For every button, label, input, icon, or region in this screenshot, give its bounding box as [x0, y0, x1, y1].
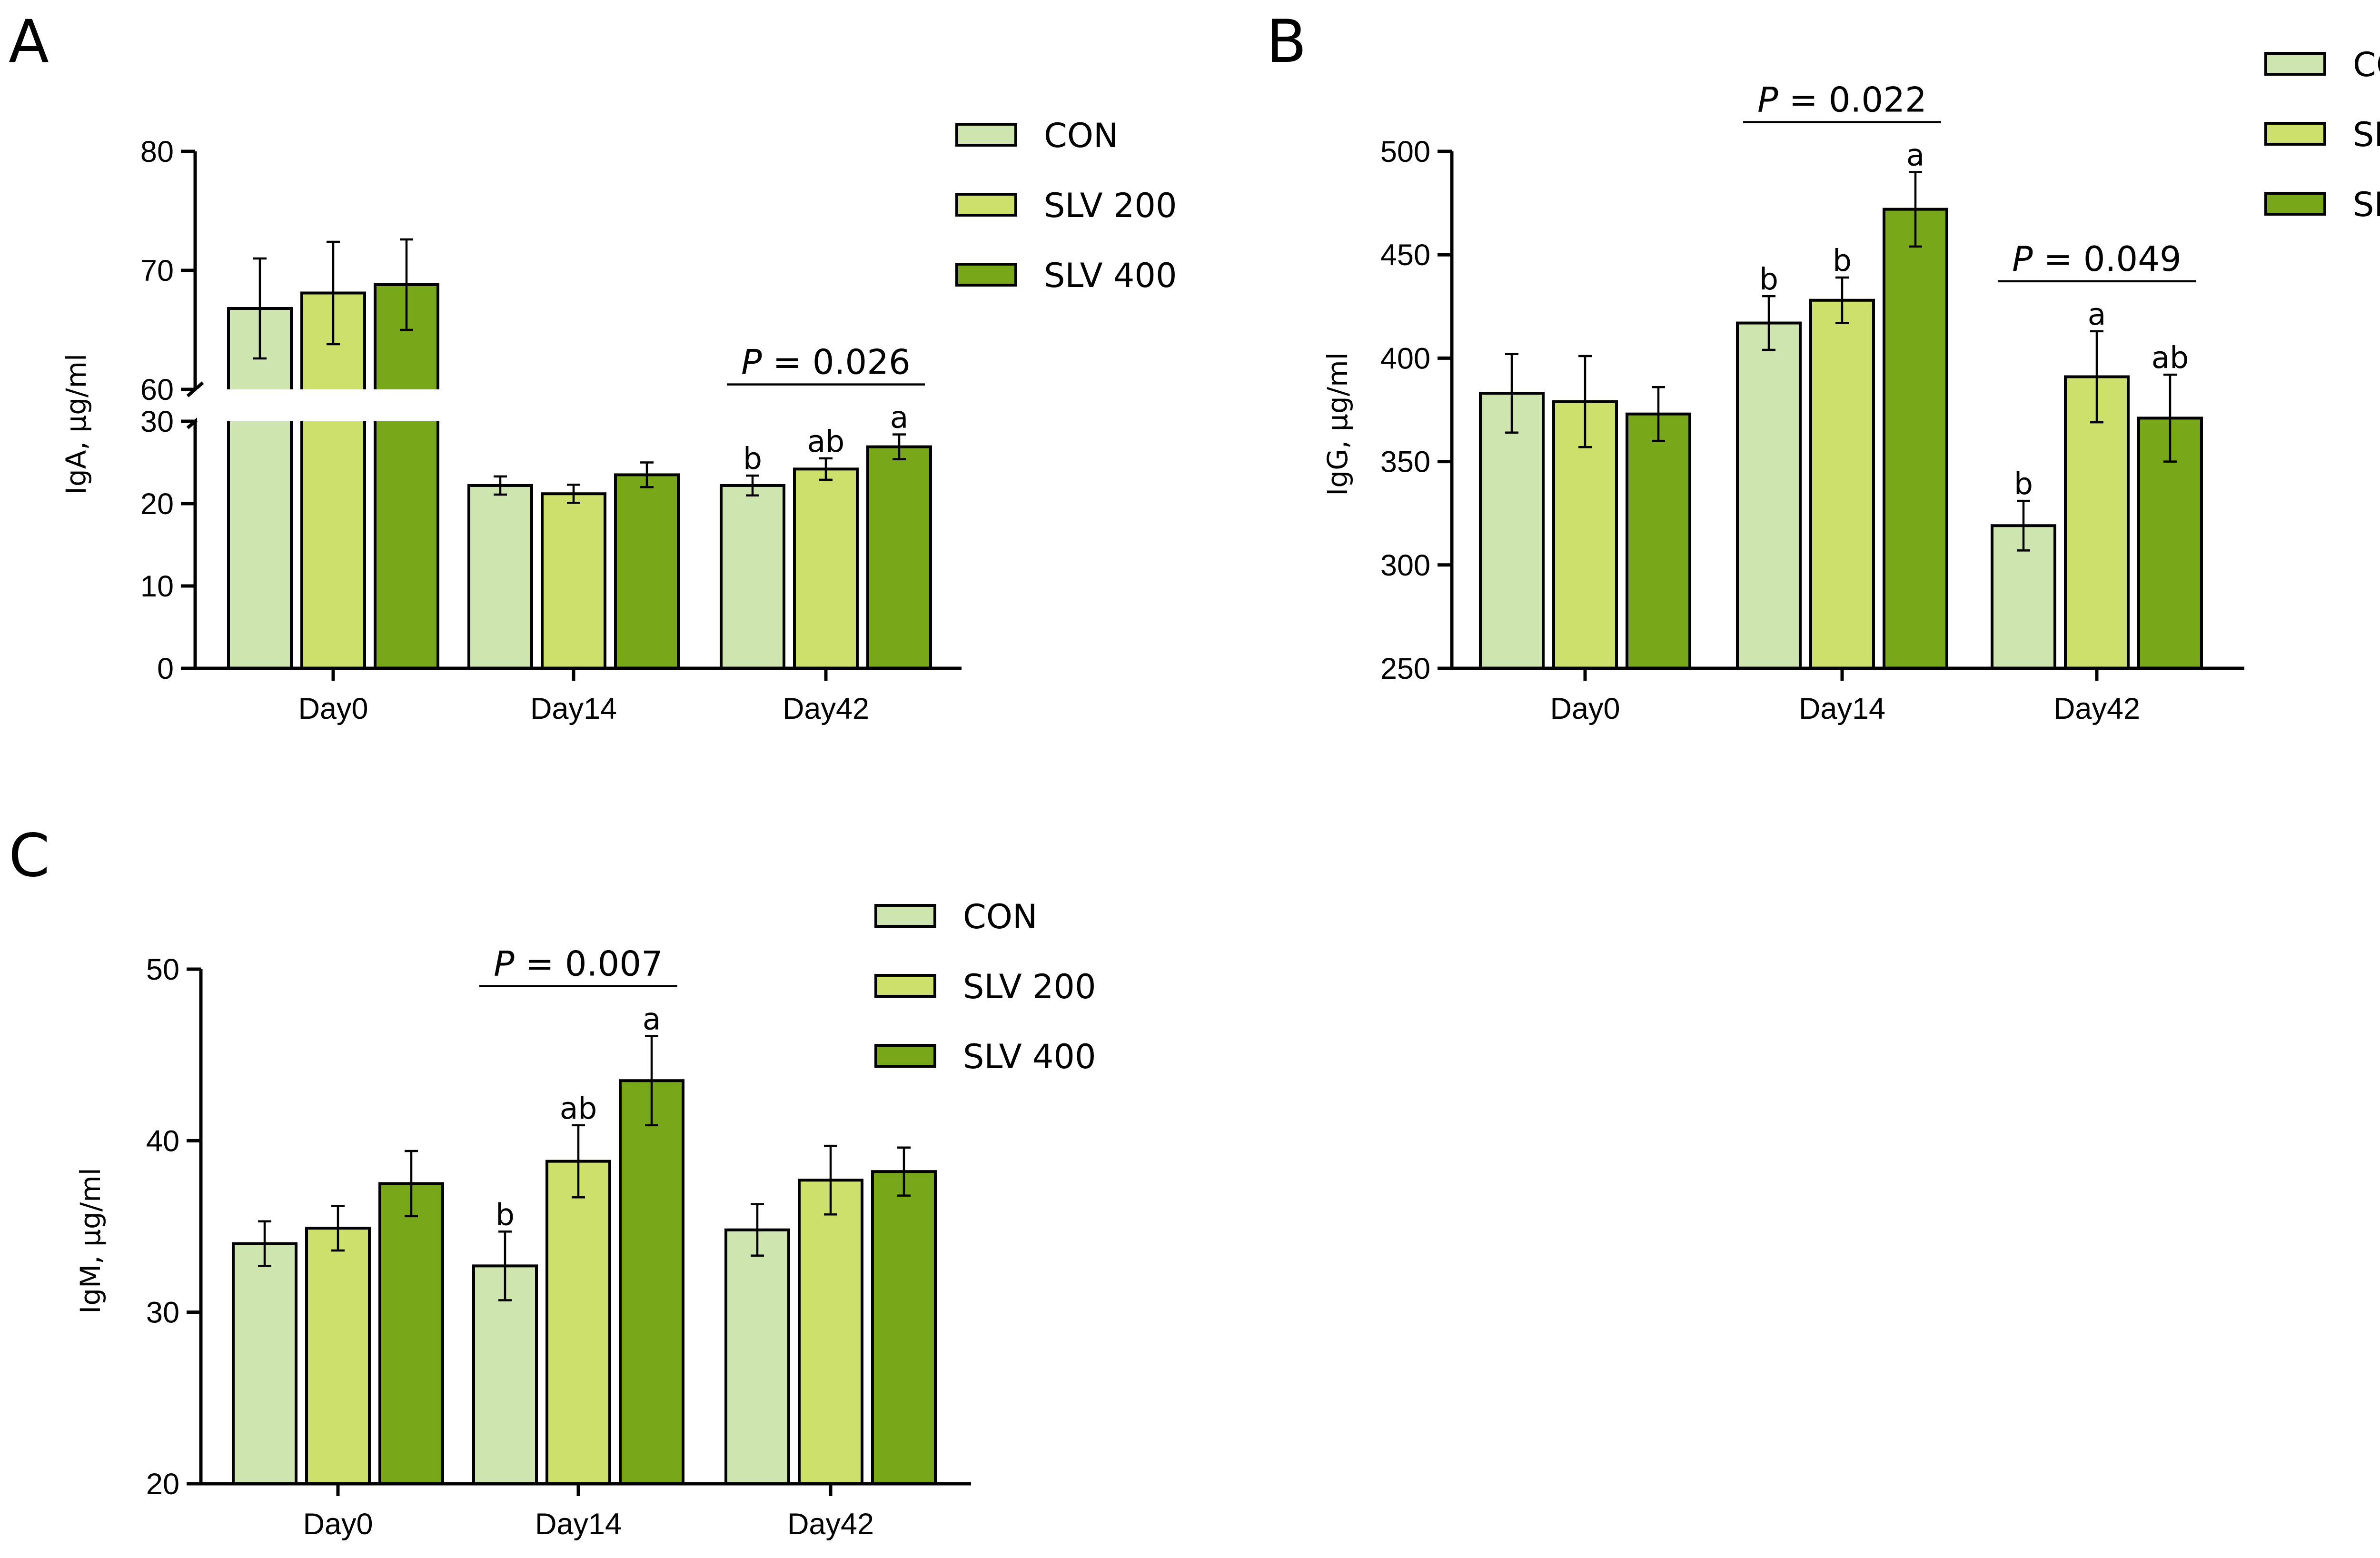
- legend-label: SLV 200: [2353, 115, 2380, 154]
- bar-con-day14: [472, 1264, 538, 1486]
- legend-swatch-slv-400: [955, 263, 1017, 287]
- legend-label: SLV 400: [2353, 185, 2380, 224]
- bar-slv-200-day0: [305, 1227, 371, 1485]
- bar-slv-400-day14: [619, 1079, 684, 1485]
- panel-c: C 20 30 40 50 IgM, μg/ml Day0 Day14 Day42 b ab a P =…: [9, 822, 1096, 1541]
- significance-letter: ab: [807, 424, 845, 459]
- y-axis-title: IgM, μg/ml: [74, 1168, 107, 1314]
- y-axis-title: IgG, μg/ml: [1321, 352, 1354, 496]
- legend-swatch-con: [874, 904, 936, 928]
- significance-letter: ab: [560, 1091, 597, 1126]
- y-tick-label: 80: [140, 135, 174, 169]
- bar-slv-400-day0: [1626, 412, 1691, 670]
- bar-slv-400-day42: [866, 445, 932, 670]
- y-tick-label: 60: [140, 373, 174, 407]
- y-tick-label: 0: [157, 652, 174, 685]
- p-value-label: P = 0.049: [2012, 239, 2182, 279]
- significance-letter: ab: [2152, 340, 2189, 375]
- significance-letter: a: [2088, 297, 2106, 332]
- p-value-label: P = 0.026: [741, 342, 911, 382]
- x-category-label: Day42: [2053, 692, 2140, 725]
- bar-con-day14: [1736, 321, 1802, 670]
- significance-letter: b: [1833, 243, 1852, 278]
- bar-con-day42: [720, 484, 785, 670]
- p-value-label: P = 0.007: [494, 944, 663, 984]
- y-tick-label: 30: [140, 405, 174, 438]
- p-value-label: P = 0.022: [1757, 79, 1927, 119]
- y-tick-label: 500: [1380, 135, 1430, 169]
- legend-swatch-slv-400: [874, 1044, 936, 1068]
- x-category-label: Day14: [535, 1508, 622, 1541]
- y-tick-label: 70: [140, 254, 174, 288]
- y-tick-label: 250: [1380, 652, 1430, 685]
- bar-con-day14: [467, 484, 533, 670]
- legend-label: SLV 200: [1044, 186, 1177, 225]
- y-tick-label: 50: [146, 953, 179, 986]
- x-category-label: Day14: [1799, 692, 1885, 725]
- axis-break-gap: [197, 389, 597, 421]
- significance-letter: a: [890, 400, 909, 435]
- bar-slv-200-day14: [1809, 298, 1875, 670]
- bar-con-day42: [724, 1228, 790, 1486]
- bar-slv-400-day42: [871, 1170, 937, 1485]
- bar-slv-400-day14: [1883, 208, 1948, 670]
- bar-slv-200-day14: [545, 1160, 611, 1485]
- bar-con-day0: [227, 307, 293, 670]
- legend-label: SLV 400: [963, 1037, 1096, 1076]
- panel-letter: B: [1266, 8, 1307, 76]
- panel-letter: C: [9, 822, 50, 890]
- legend-label: SLV 200: [963, 967, 1096, 1006]
- legend-swatch-slv-200: [955, 193, 1017, 217]
- legend-label: CON: [963, 897, 1037, 936]
- bar-slv-200-day42: [798, 1179, 863, 1485]
- significance-letter: b: [1759, 262, 1778, 297]
- x-category-label: Day0: [298, 692, 368, 725]
- y-tick-label: 350: [1380, 446, 1430, 479]
- legend-swatch-slv-200: [2264, 122, 2326, 146]
- legend-swatch-slv-200: [874, 974, 936, 998]
- legend-swatch-con: [2264, 52, 2326, 76]
- significance-letter: b: [743, 441, 762, 476]
- significance-letter: b: [496, 1197, 515, 1232]
- legend-swatch-slv-400: [2264, 192, 2326, 216]
- bar-slv-400-day14: [614, 473, 680, 670]
- x-category-label: Day42: [783, 692, 869, 725]
- y-tick-label: 30: [146, 1296, 179, 1330]
- legend-label: CON: [1044, 116, 1118, 155]
- x-category-label: Day0: [303, 1508, 373, 1541]
- significance-letter: a: [643, 1002, 661, 1037]
- y-tick-label: 300: [1380, 549, 1430, 582]
- bar-slv-200-day0: [300, 291, 366, 670]
- significance-letter: a: [1906, 138, 1925, 172]
- panel-b: B 250 300 350 400 450 500 IgG, μg/ml Day0 Day14 Da…: [1266, 8, 2380, 725]
- x-category-label: Day14: [530, 692, 617, 725]
- bar-con-day0: [1479, 392, 1545, 670]
- bar-slv-200-day42: [793, 467, 859, 670]
- x-category-label: Day0: [1550, 692, 1620, 725]
- legend-swatch-con: [955, 123, 1017, 147]
- y-tick-label: 450: [1380, 238, 1430, 272]
- bar-slv-400-day0: [374, 283, 439, 670]
- y-tick-label: 20: [140, 487, 174, 521]
- y-tick-label: 20: [146, 1468, 179, 1501]
- y-tick-label: 40: [146, 1124, 179, 1158]
- y-tick-label: 10: [140, 570, 174, 603]
- significance-letter: b: [2014, 466, 2033, 501]
- bar-con-day0: [232, 1242, 298, 1486]
- panel-letter: A: [9, 8, 49, 76]
- bar-slv-200-day42: [2064, 375, 2130, 670]
- y-tick-label: 400: [1380, 342, 1430, 375]
- y-axis-title: IgA, μg/ml: [60, 354, 92, 495]
- legend-label: SLV 400: [1044, 256, 1177, 295]
- bar-slv-400-day0: [378, 1182, 444, 1486]
- bar-slv-200-day14: [541, 492, 606, 670]
- x-category-label: Day42: [787, 1508, 874, 1541]
- legend-label: CON: [2353, 45, 2380, 84]
